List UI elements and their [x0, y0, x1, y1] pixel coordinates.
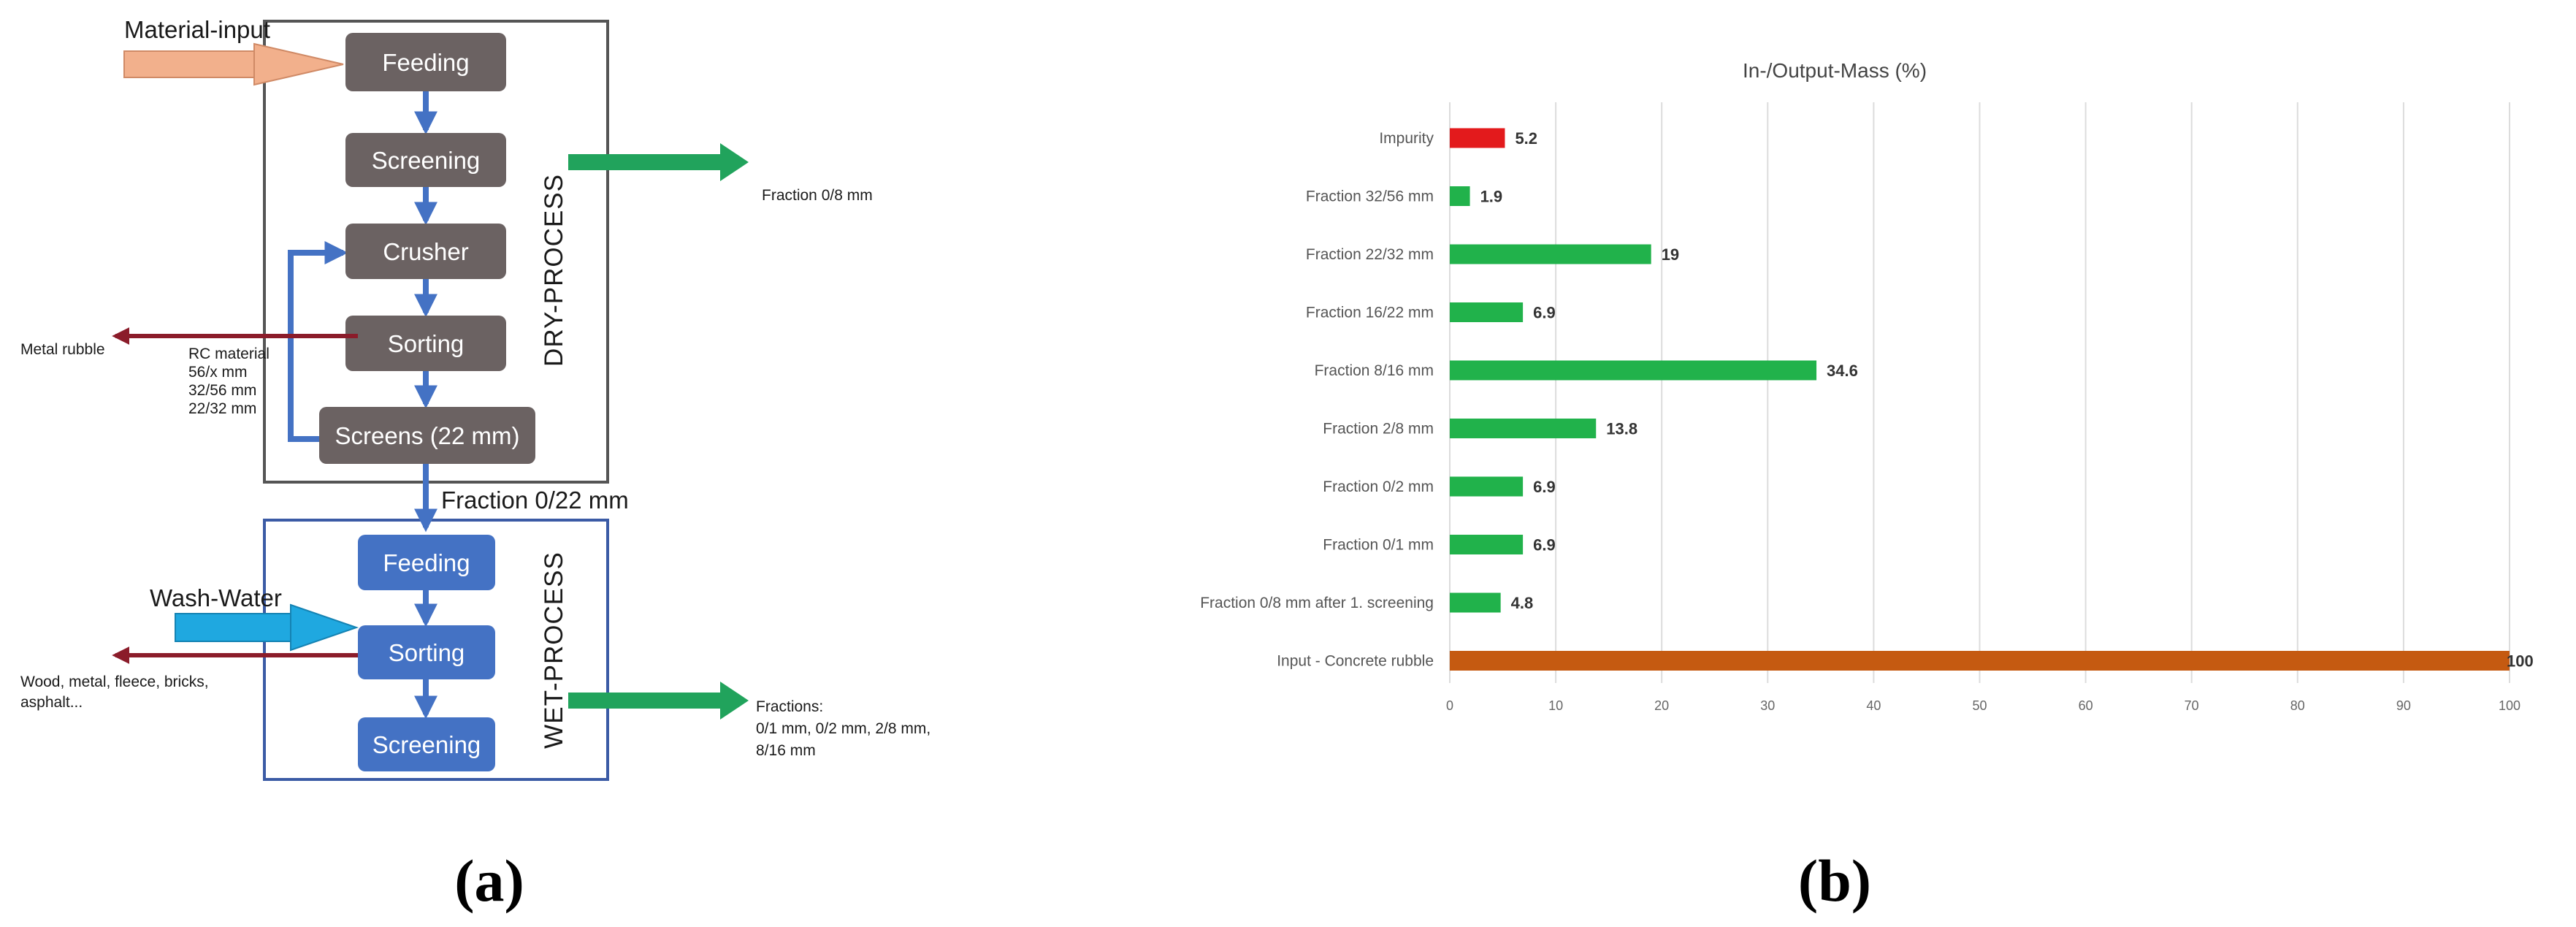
value-label: 1.9 [1480, 188, 1503, 206]
value-label: 34.6 [1827, 362, 1858, 380]
x-tick-label: 10 [1548, 698, 1563, 713]
dry-step-screening-label: Screening [372, 147, 481, 174]
rc-material-line-1: 56/x mm [188, 364, 248, 381]
value-label: 4.8 [1511, 594, 1534, 612]
wet-step-feeding: Feeding [358, 535, 495, 590]
chart-x-tick-labels: 0 10 20 30 40 50 60 70 80 90 100 [1446, 698, 2520, 713]
wet-rejects-line-1: asphalt... [20, 694, 83, 711]
dry-step-feeding-label: Feeding [382, 49, 469, 76]
value-label: 6.9 [1533, 536, 1556, 554]
category-label: Fraction 32/56 mm [1306, 188, 1434, 205]
x-tick-label: 20 [1654, 698, 1669, 713]
rc-material-line-3: 22/32 mm [188, 400, 256, 417]
category-label: Impurity [1379, 130, 1434, 147]
dry-step-crusher: Crusher [345, 224, 506, 279]
category-label: Fraction 22/32 mm [1306, 246, 1434, 263]
wet-rejects-line-0: Wood, metal, fleece, bricks, [20, 674, 209, 690]
bar [1450, 244, 1651, 264]
material-input-arrow [123, 42, 344, 86]
wet-process-label: WET-PROCESS [540, 552, 568, 749]
category-label: Fraction 2/8 mm [1323, 421, 1434, 438]
x-tick-label: 80 [2290, 698, 2305, 713]
chart-title: In-/Output-Mass (%) [1743, 59, 1927, 82]
bar [1450, 128, 1505, 148]
value-label: 6.9 [1533, 478, 1556, 496]
wash-water-label: Wash-Water [150, 584, 282, 611]
wet-step-screening: Screening [358, 717, 495, 771]
wet-step-sorting-label: Sorting [389, 639, 465, 666]
rc-material-line-0: RC material [188, 346, 270, 362]
chart-value-labels: 5.2 1.9 19 6.9 34.6 13.8 6.9 6.9 4.8 100 [1480, 129, 2534, 671]
value-label: 6.9 [1533, 304, 1556, 322]
bar [1450, 592, 1501, 613]
value-label: 13.8 [1606, 420, 1637, 438]
fraction-022-label: Fraction 0/22 mm [441, 487, 629, 514]
x-tick-label: 30 [1760, 698, 1775, 713]
bar [1450, 535, 1524, 554]
category-label: Input - Concrete rubble [1277, 653, 1434, 670]
metal-rubble-label: Metal rubble [20, 341, 105, 358]
category-label: Fraction 16/22 mm [1306, 305, 1434, 321]
process-flowchart: DRY-PROCESS WET-PROCESS Fraction 0/22 mm… [20, 16, 930, 914]
wet-fractions-line-2: 8/16 mm [756, 742, 816, 759]
chart-gridlines [1449, 102, 2510, 683]
category-label: Fraction 8/16 mm [1315, 362, 1434, 379]
output-arrow-fraction-08 [568, 143, 749, 181]
category-label: Fraction 0/1 mm [1323, 537, 1434, 554]
wet-fractions-title: Fractions: [756, 698, 823, 715]
x-tick-label: 40 [1866, 698, 1881, 713]
x-tick-label: 70 [2185, 698, 2199, 713]
bar [1450, 651, 2510, 671]
wet-step-screening-label: Screening [372, 731, 481, 758]
dry-step-screens-label: Screens (22 mm) [335, 422, 519, 449]
material-input-label: Material-input [124, 16, 270, 43]
wet-fractions-line-1: 0/1 mm, 0/2 mm, 2/8 mm, [756, 720, 930, 737]
recirculation-arrow [288, 241, 348, 442]
x-tick-label: 60 [2079, 698, 2093, 713]
value-label: 100 [2507, 652, 2534, 671]
dry-step-screens-22mm: Screens (22 mm) [319, 407, 535, 464]
dry-process-label: DRY-PROCESS [540, 174, 568, 367]
wash-water-arrow [175, 603, 359, 652]
mass-balance-bar-chart: In-/Output-Mass (%) Impurity Fraction 32/… [1200, 59, 2534, 914]
x-tick-label: 50 [1972, 698, 1987, 713]
value-label: 5.2 [1515, 129, 1537, 148]
chart-bars [1450, 128, 2510, 671]
panel-label-a: (a) [454, 847, 524, 914]
bar [1450, 419, 1597, 438]
wet-step-sorting: Sorting [358, 625, 495, 679]
dry-step-screening: Screening [345, 133, 506, 187]
bar [1450, 302, 1524, 322]
dry-step-sorting: Sorting [345, 316, 506, 371]
category-label: Fraction 0/8 mm after 1. screening [1200, 595, 1434, 611]
output-arrow-wet-fractions [568, 682, 749, 720]
fraction-08-label: Fraction 0/8 mm [762, 187, 873, 204]
category-label: Fraction 0/2 mm [1323, 478, 1434, 495]
dry-step-crusher-label: Crusher [383, 238, 468, 265]
dry-step-feeding: Feeding [345, 33, 506, 91]
bar [1450, 360, 1817, 381]
dry-process-frame [263, 20, 609, 484]
x-tick-label: 90 [2396, 698, 2411, 713]
rc-material-line-2: 32/56 mm [188, 382, 256, 399]
dry-step-sorting-label: Sorting [388, 330, 465, 357]
x-tick-label: 100 [2499, 698, 2520, 713]
wet-step-feeding-label: Feeding [383, 549, 470, 576]
chart-category-labels: Impurity Fraction 32/56 mm Fraction 22/32 … [1200, 130, 1434, 670]
x-tick-label: 0 [1446, 698, 1453, 713]
value-label: 19 [1662, 245, 1679, 264]
bar [1450, 186, 1470, 206]
panel-label-b: (b) [1798, 847, 1871, 914]
bar [1450, 476, 1524, 497]
